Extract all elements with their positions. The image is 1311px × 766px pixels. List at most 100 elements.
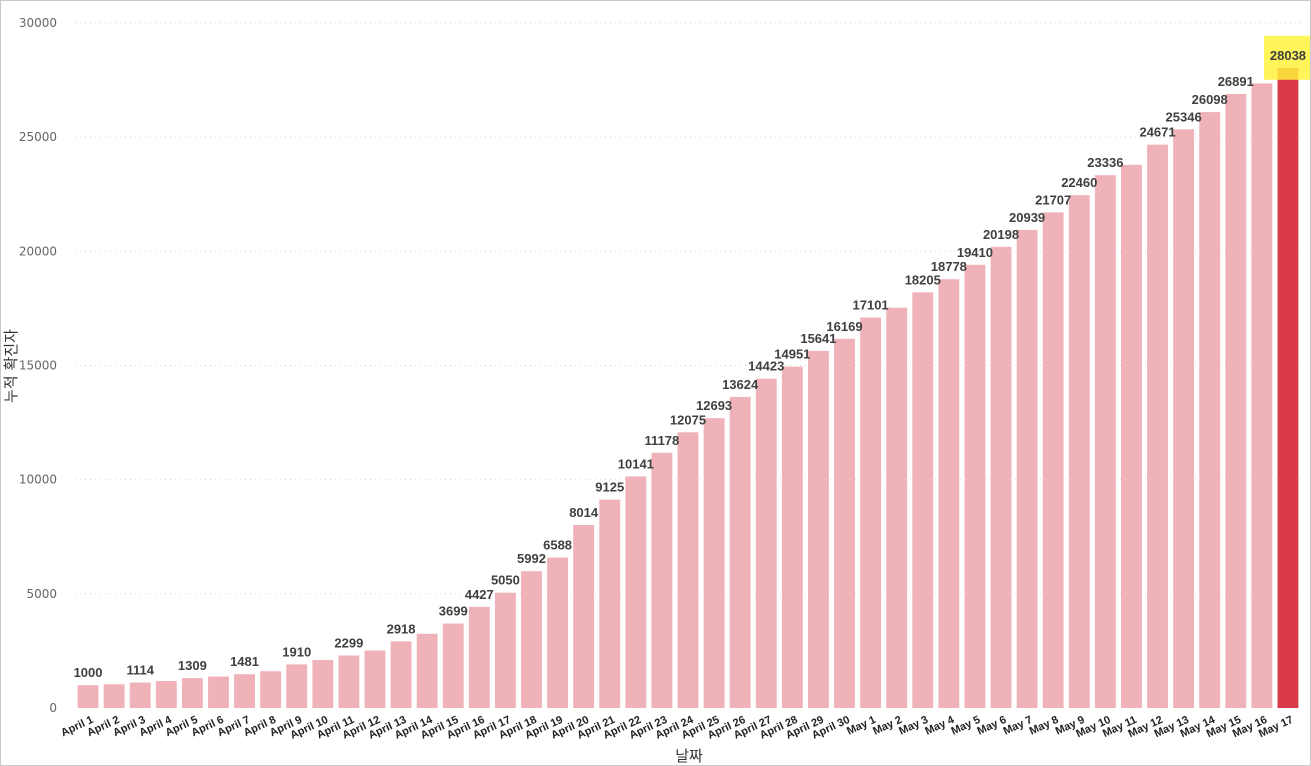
bar[interactable] bbox=[1225, 93, 1247, 708]
data-label: 22460 bbox=[1061, 175, 1097, 190]
bar[interactable] bbox=[860, 317, 882, 708]
bar[interactable] bbox=[781, 366, 803, 708]
data-label: 18778 bbox=[931, 259, 967, 274]
bar[interactable] bbox=[573, 525, 595, 708]
bar[interactable] bbox=[677, 432, 699, 708]
bar[interactable] bbox=[390, 641, 412, 708]
data-label: 3699 bbox=[439, 604, 468, 619]
data-label: 9125 bbox=[595, 480, 624, 495]
bar[interactable] bbox=[886, 307, 908, 708]
bar[interactable] bbox=[651, 452, 673, 708]
data-label: 20198 bbox=[983, 227, 1019, 242]
data-label: 12693 bbox=[696, 398, 732, 413]
bar[interactable] bbox=[755, 378, 777, 708]
y-tick-label: 25000 bbox=[19, 130, 57, 144]
bar[interactable] bbox=[234, 674, 255, 708]
y-axis-ticks: 0 5000 10000 15000 20000 25000 30000 bbox=[19, 16, 57, 715]
y-axis-title: 누적 확진자 bbox=[2, 329, 20, 403]
bar[interactable] bbox=[181, 678, 203, 708]
bar[interactable] bbox=[364, 650, 386, 708]
bar[interactable] bbox=[1199, 112, 1221, 709]
y-tick-label: 5000 bbox=[26, 587, 57, 601]
data-label: 19410 bbox=[957, 245, 993, 260]
bar[interactable] bbox=[834, 338, 855, 708]
bar[interactable] bbox=[416, 633, 438, 708]
data-label: 2299 bbox=[334, 636, 363, 651]
data-label: 14951 bbox=[774, 347, 810, 362]
data-label: 1910 bbox=[282, 644, 311, 659]
bar[interactable] bbox=[1173, 129, 1195, 708]
data-label: 23336 bbox=[1087, 155, 1123, 170]
data-label: 26891 bbox=[1218, 74, 1254, 89]
data-label: 28038 bbox=[1270, 48, 1306, 63]
bar[interactable] bbox=[155, 681, 177, 708]
bar[interactable] bbox=[547, 557, 569, 708]
y-tick-label: 30000 bbox=[19, 16, 57, 30]
bar[interactable] bbox=[1042, 212, 1064, 709]
data-label: 1114 bbox=[126, 663, 154, 678]
bar[interactable] bbox=[599, 499, 621, 708]
data-label: 1309 bbox=[178, 658, 207, 673]
bar[interactable] bbox=[1094, 175, 1116, 709]
bars bbox=[77, 67, 1299, 709]
y-tick-label: 15000 bbox=[19, 359, 57, 373]
bar[interactable] bbox=[912, 292, 934, 708]
bar[interactable] bbox=[521, 571, 542, 708]
data-label: 13624 bbox=[722, 377, 759, 392]
data-label: 2918 bbox=[387, 621, 416, 636]
bar[interactable] bbox=[286, 664, 308, 708]
data-label: 5992 bbox=[517, 551, 546, 566]
data-label: 26098 bbox=[1192, 92, 1228, 107]
data-label: 4427 bbox=[465, 587, 494, 602]
bar[interactable] bbox=[1121, 164, 1142, 709]
bar[interactable] bbox=[729, 396, 751, 708]
bar[interactable] bbox=[208, 676, 229, 708]
data-label: 25346 bbox=[1166, 109, 1202, 124]
bar[interactable] bbox=[312, 660, 334, 708]
bar[interactable] bbox=[938, 279, 960, 708]
data-label: 15641 bbox=[800, 331, 836, 346]
data-label: 24671 bbox=[1139, 125, 1175, 140]
data-label: 21707 bbox=[1035, 192, 1071, 207]
data-label: 5050 bbox=[491, 573, 520, 588]
bar[interactable] bbox=[964, 264, 986, 708]
bar[interactable] bbox=[1251, 83, 1273, 709]
bar[interactable] bbox=[77, 685, 99, 708]
data-label: 12075 bbox=[670, 412, 706, 427]
bar[interactable] bbox=[1147, 144, 1168, 708]
bar[interactable] bbox=[103, 684, 125, 708]
y-tick-label: 20000 bbox=[19, 244, 57, 258]
y-tick-label: 0 bbox=[49, 701, 57, 715]
bar[interactable] bbox=[1068, 195, 1090, 708]
highlight-label-background bbox=[1263, 35, 1310, 80]
data-label: 20939 bbox=[1009, 210, 1045, 225]
bar[interactable] bbox=[494, 592, 516, 708]
bar[interactable] bbox=[338, 655, 360, 708]
data-label: 18205 bbox=[905, 272, 941, 287]
bar[interactable] bbox=[1016, 229, 1038, 709]
bar[interactable] bbox=[807, 350, 829, 708]
data-label: 6588 bbox=[543, 538, 572, 553]
data-label: 1481 bbox=[230, 654, 259, 669]
data-label: 1000 bbox=[74, 665, 103, 680]
bar[interactable] bbox=[468, 606, 490, 708]
y-tick-label: 10000 bbox=[19, 473, 57, 487]
bar[interactable] bbox=[129, 682, 151, 708]
data-label: 10141 bbox=[618, 456, 654, 471]
data-label: 16169 bbox=[826, 319, 862, 334]
data-label: 11178 bbox=[645, 433, 680, 448]
bar[interactable] bbox=[1277, 67, 1299, 708]
bar[interactable] bbox=[703, 418, 725, 708]
bar[interactable] bbox=[625, 476, 647, 708]
bar[interactable] bbox=[442, 623, 464, 708]
bar[interactable] bbox=[260, 671, 282, 708]
data-label: 8014 bbox=[569, 505, 599, 520]
data-label: 17101 bbox=[853, 298, 889, 313]
x-axis-title: 날짜 bbox=[675, 747, 703, 765]
data-label: 14423 bbox=[748, 359, 784, 374]
data-labels: 1000 1114 1309 1481 1910 2299 2918 3699 44275050… bbox=[74, 35, 1310, 680]
bar[interactable] bbox=[990, 246, 1012, 709]
